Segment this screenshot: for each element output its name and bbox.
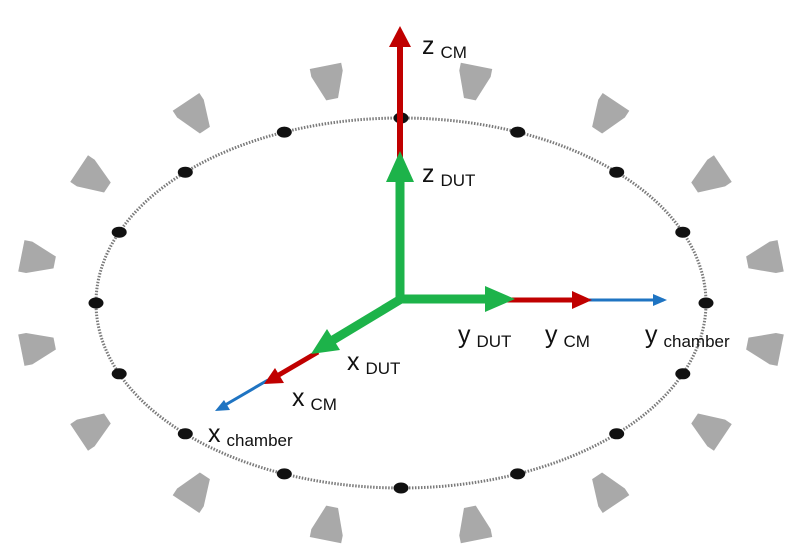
x-cm-label: x CM xyxy=(292,384,337,414)
sensor-6-dot-icon xyxy=(111,368,127,380)
probe-7-antenna-probe-icon xyxy=(172,472,210,513)
x-chamber-label: x chamber xyxy=(208,420,293,450)
sensor-2-dot-icon xyxy=(276,126,292,138)
probe-12-antenna-probe-icon xyxy=(746,332,784,366)
sensor-7-dot-icon xyxy=(177,428,193,440)
z-dut-label: z DUT xyxy=(422,160,475,190)
sensor-ring xyxy=(88,112,714,494)
y-dut-arrowhead xyxy=(485,286,515,312)
sensor-5-dot-icon xyxy=(88,297,104,309)
x-chamber-axis xyxy=(219,378,269,410)
probe-11-antenna-probe-icon xyxy=(691,413,732,451)
y-chamber-label: y chamber xyxy=(645,321,730,351)
chamber-axes xyxy=(215,294,667,411)
probe-14-antenna-probe-icon xyxy=(691,155,732,193)
axis-labels: z CM z DUT y DUT y CM y chamber x DUT x CM x cha… xyxy=(208,32,730,450)
probe-8-antenna-probe-icon xyxy=(309,505,343,544)
x-cm-arrowhead xyxy=(264,368,284,384)
sensor-13-dot-icon xyxy=(698,297,714,309)
probe-16-antenna-probe-icon xyxy=(459,62,493,101)
sensor-16-dot-icon xyxy=(510,126,526,138)
probe-1-antenna-probe-icon xyxy=(309,62,343,101)
x-dut-axis xyxy=(330,295,404,344)
sensor-10-dot-icon xyxy=(510,468,526,480)
y-cm-label: y CM xyxy=(545,321,590,351)
z-cm-label: z CM xyxy=(422,32,467,62)
x-dut-label: x DUT xyxy=(347,348,400,378)
sensor-14-dot-icon xyxy=(675,226,691,238)
y-dut-label: y DUT xyxy=(458,321,511,351)
sensor-11-dot-icon xyxy=(609,428,625,440)
probe-13-antenna-probe-icon xyxy=(746,240,784,274)
sensor-4-dot-icon xyxy=(111,226,127,238)
sensor-15-dot-icon xyxy=(609,166,625,178)
probe-3-antenna-probe-icon xyxy=(70,155,111,193)
sensor-8-dot-icon xyxy=(276,468,292,480)
sensor-9-dot-icon xyxy=(393,482,409,494)
y-cm-arrowhead xyxy=(572,291,592,309)
probe-6-antenna-probe-icon xyxy=(70,413,111,451)
y-chamber-arrowhead xyxy=(653,294,667,306)
probe-2-antenna-probe-icon xyxy=(172,93,210,134)
cm-axes xyxy=(264,26,592,384)
z-cm-arrowhead xyxy=(389,26,411,47)
probe-4-antenna-probe-icon xyxy=(18,240,56,274)
sensor-3-dot-icon xyxy=(177,166,193,178)
sensor-12-dot-icon xyxy=(675,368,691,380)
probe-5-antenna-probe-icon xyxy=(18,332,56,366)
x-cm-axis xyxy=(275,349,320,379)
dut-axes xyxy=(311,151,515,354)
probe-9-antenna-probe-icon xyxy=(459,505,493,544)
probe-10-antenna-probe-icon xyxy=(592,472,630,513)
probe-ring xyxy=(18,62,784,544)
x-chamber-arrowhead xyxy=(215,400,230,411)
x-dut-arrowhead xyxy=(311,329,340,354)
probe-15-antenna-probe-icon xyxy=(592,93,630,134)
z-dut-arrowhead xyxy=(386,151,414,182)
